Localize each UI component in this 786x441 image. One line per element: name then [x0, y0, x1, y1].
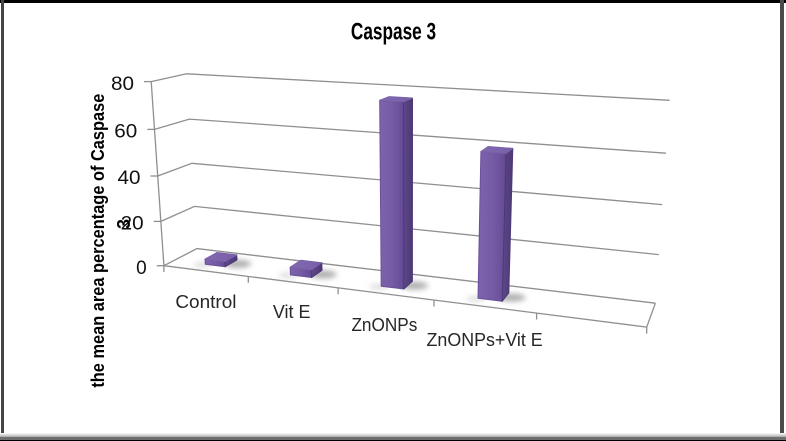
- svg-text:ZnONPs+Vit E: ZnONPs+Vit E: [427, 329, 543, 350]
- svg-text:Vit E: Vit E: [273, 301, 311, 322]
- svg-text:40: 40: [118, 168, 141, 189]
- svg-text:80: 80: [111, 74, 134, 95]
- svg-text:60: 60: [114, 122, 137, 143]
- svg-text:the mean area percentage of Ca: the mean area percentage of Caspase: [88, 94, 108, 388]
- svg-text:ZnONPs: ZnONPs: [351, 314, 417, 335]
- svg-text:Control: Control: [175, 291, 236, 312]
- svg-text:3: 3: [114, 219, 134, 229]
- svg-text:0: 0: [136, 258, 147, 279]
- svg-text:Caspase 3: Caspase 3: [351, 18, 436, 45]
- svg-text:20: 20: [121, 214, 144, 235]
